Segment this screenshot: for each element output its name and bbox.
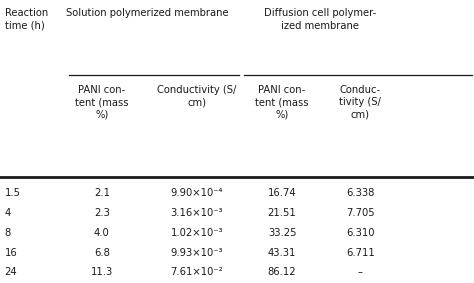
Text: PANI con-
tent (mass
%): PANI con- tent (mass %) xyxy=(255,85,309,120)
Text: 1.02×10⁻³: 1.02×10⁻³ xyxy=(171,228,223,238)
Text: Diffusion cell polymer-
ized membrane: Diffusion cell polymer- ized membrane xyxy=(264,8,376,31)
Text: 16.74: 16.74 xyxy=(268,188,296,198)
Text: 8: 8 xyxy=(5,228,11,238)
Text: 3.16×10⁻³: 3.16×10⁻³ xyxy=(171,208,223,218)
Text: 33.25: 33.25 xyxy=(268,228,296,238)
Text: 6.338: 6.338 xyxy=(346,188,374,198)
Text: 4.0: 4.0 xyxy=(94,228,110,238)
Text: 6.8: 6.8 xyxy=(94,248,110,258)
Text: Reaction
time (h): Reaction time (h) xyxy=(5,8,48,31)
Text: Solution polymerized membrane: Solution polymerized membrane xyxy=(65,8,228,18)
Text: –: – xyxy=(358,267,363,277)
Text: 4: 4 xyxy=(5,208,11,218)
Text: 1.5: 1.5 xyxy=(5,188,21,198)
Text: 24: 24 xyxy=(5,267,18,277)
Text: 6.310: 6.310 xyxy=(346,228,374,238)
Text: 9.90×10⁻⁴: 9.90×10⁻⁴ xyxy=(171,188,223,198)
Text: 7.705: 7.705 xyxy=(346,208,374,218)
Text: 6.711: 6.711 xyxy=(346,248,374,258)
Text: 43.31: 43.31 xyxy=(268,248,296,258)
Text: 21.51: 21.51 xyxy=(268,208,296,218)
Text: 11.3: 11.3 xyxy=(91,267,113,277)
Text: 2.1: 2.1 xyxy=(94,188,110,198)
Text: Conduc-
tivity (S/
cm): Conduc- tivity (S/ cm) xyxy=(339,85,381,120)
Text: 2.3: 2.3 xyxy=(94,208,110,218)
Text: 86.12: 86.12 xyxy=(268,267,296,277)
Text: 7.61×10⁻²: 7.61×10⁻² xyxy=(170,267,223,277)
Text: 16: 16 xyxy=(5,248,18,258)
Text: Conductivity (S/
cm): Conductivity (S/ cm) xyxy=(157,85,237,107)
Text: PANI con-
tent (mass
%): PANI con- tent (mass %) xyxy=(75,85,128,120)
Text: 9.93×10⁻³: 9.93×10⁻³ xyxy=(171,248,223,258)
